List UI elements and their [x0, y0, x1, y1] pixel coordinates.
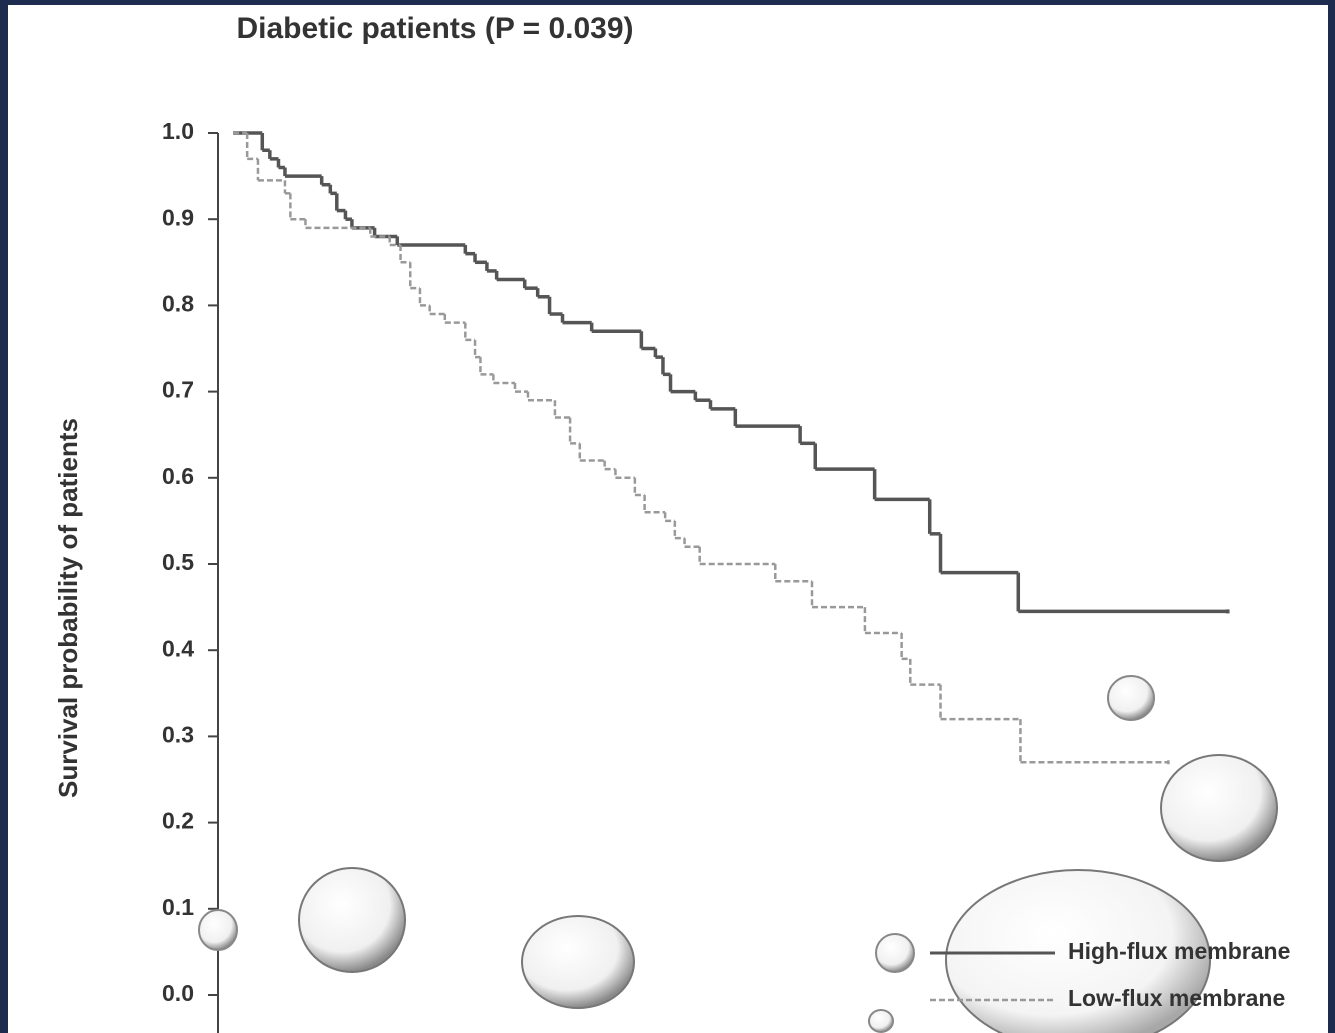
- frame-right: [1328, 0, 1335, 1033]
- y-tick-label: 0.0: [162, 980, 194, 1006]
- droplet: [198, 909, 238, 951]
- y-tick-label: 0.8: [162, 290, 194, 316]
- legend-label: High-flux membrane: [1068, 938, 1290, 964]
- y-axis-label: Survival probability of patients: [53, 418, 83, 798]
- y-tick-label: 0.4: [162, 635, 194, 661]
- frame-top: [0, 0, 1335, 5]
- plot: 0.0 0.1 0.2 0.3 0.4 0.5 0.6 0.7 0.8 0.9 1.0: [162, 118, 1230, 1006]
- legend-label: Low-flux membrane: [1068, 985, 1285, 1011]
- y-tick-label: 0.3: [162, 721, 194, 747]
- droplet: [868, 1009, 894, 1033]
- droplet: [298, 867, 406, 973]
- y-tick-label: 0.5: [162, 549, 194, 575]
- legend: High-flux membrane Low-flux membrane: [930, 938, 1290, 1011]
- y-tick-label: 0.9: [162, 204, 194, 230]
- droplet: [521, 915, 635, 1009]
- y-tick-label: 0.1: [162, 894, 194, 920]
- y-tick-label: 0.7: [162, 377, 194, 403]
- chart-title: Diabetic patients (P = 0.039): [236, 12, 633, 45]
- droplets: [198, 675, 1278, 1033]
- droplet: [1107, 675, 1155, 721]
- frame-left: [0, 0, 8, 1033]
- droplet: [945, 869, 1211, 1033]
- droplet: [875, 933, 915, 973]
- droplet: [1160, 754, 1278, 862]
- y-tick-label: 0.2: [162, 808, 194, 834]
- y-tick-label: 0.6: [162, 463, 194, 489]
- y-tick-label: 1.0: [162, 118, 194, 144]
